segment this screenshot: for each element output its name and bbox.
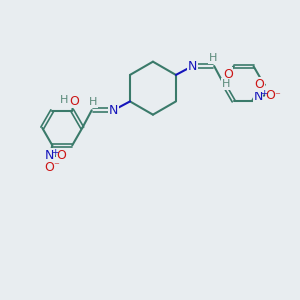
Text: H: H bbox=[222, 79, 230, 89]
Text: H: H bbox=[60, 95, 68, 105]
Text: O: O bbox=[266, 89, 275, 102]
Text: O: O bbox=[223, 68, 233, 81]
Text: H: H bbox=[208, 53, 217, 63]
Text: H: H bbox=[89, 97, 98, 107]
Text: +: + bbox=[51, 148, 59, 157]
Text: N: N bbox=[254, 90, 263, 103]
Text: N: N bbox=[188, 60, 197, 73]
Text: ⁻: ⁻ bbox=[274, 91, 280, 101]
Text: O: O bbox=[57, 149, 67, 162]
Text: O: O bbox=[44, 161, 54, 174]
Text: N: N bbox=[45, 149, 54, 162]
Text: N: N bbox=[109, 104, 119, 117]
Text: O: O bbox=[69, 95, 79, 108]
Text: O: O bbox=[255, 78, 265, 91]
Text: ⁻: ⁻ bbox=[53, 161, 59, 172]
Text: +: + bbox=[260, 89, 267, 98]
